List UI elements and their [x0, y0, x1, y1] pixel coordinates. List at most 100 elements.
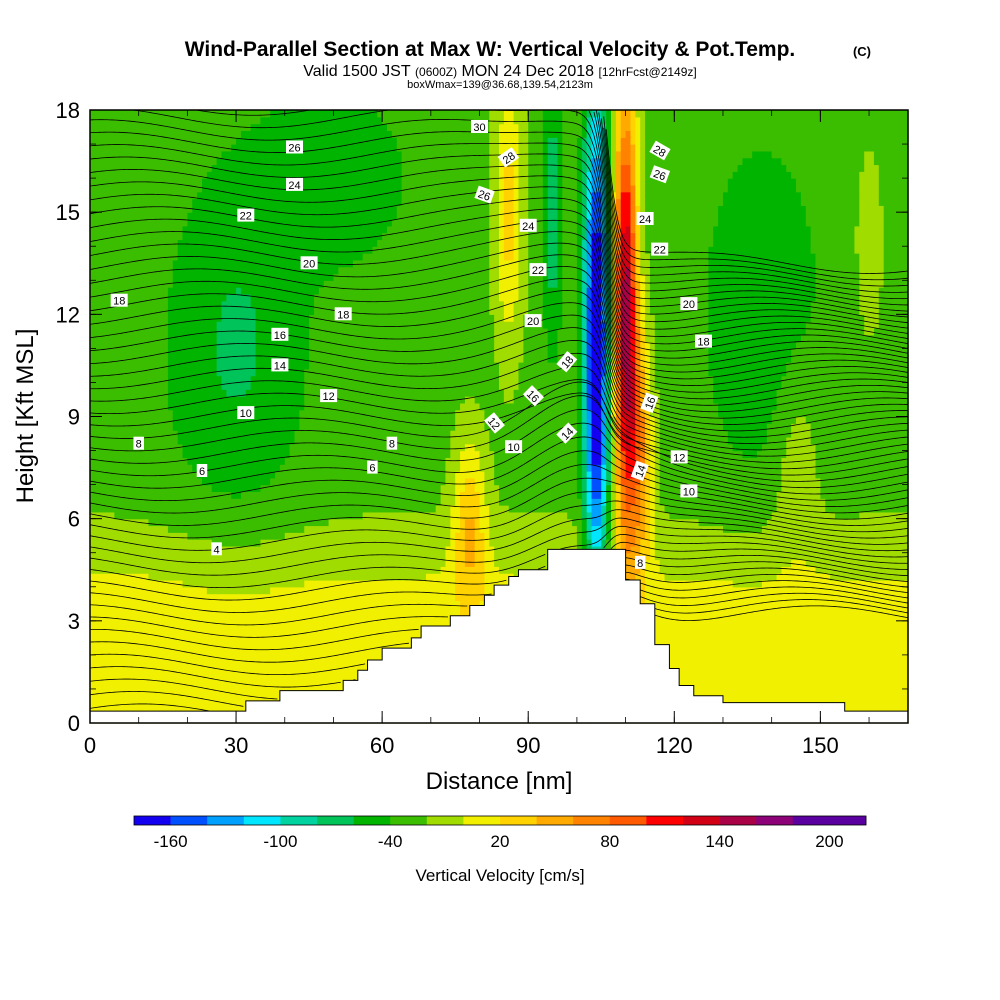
velocity-cell: [265, 648, 271, 656]
velocity-cell: [469, 566, 476, 574]
velocity-cell: [815, 600, 821, 608]
velocity-cell: [859, 532, 865, 540]
velocity-cell: [888, 688, 894, 697]
velocity-cell: [318, 539, 325, 547]
velocity-cell: [279, 600, 286, 608]
velocity-cell: [796, 552, 802, 561]
velocity-cell: [674, 566, 680, 574]
velocity-cell: [119, 607, 125, 615]
velocity-cell: [192, 614, 198, 622]
velocity-cell: [323, 518, 330, 527]
velocity-cell: [757, 695, 763, 704]
velocity-cell: [713, 641, 719, 649]
velocity-cell: [752, 586, 758, 595]
velocity-cell: [221, 566, 227, 574]
velocity-cell: [167, 532, 174, 540]
velocity-cell: [352, 579, 359, 588]
velocity-cell: [474, 566, 481, 574]
velocity-cell: [99, 668, 106, 676]
velocity-cell: [284, 593, 291, 601]
velocity-cell: [236, 688, 242, 697]
velocity-cell: [148, 654, 154, 663]
velocity-cell: [635, 532, 641, 540]
velocity-cell: [791, 620, 797, 629]
velocity-cell: [167, 545, 174, 554]
velocity-cell: [830, 614, 836, 622]
velocity-cell: [163, 545, 169, 554]
velocity-cell: [128, 552, 135, 561]
velocity-cell: [357, 566, 364, 574]
velocity-cell: [289, 620, 296, 629]
velocity-cell: [275, 552, 281, 561]
velocity-cell: [430, 600, 437, 608]
velocity-cell: [766, 641, 773, 649]
velocity-cell: [309, 552, 315, 561]
velocity-cell: [732, 525, 739, 533]
velocity-cell: [469, 600, 476, 608]
velocity-cell: [182, 552, 188, 561]
velocity-cell: [776, 648, 783, 656]
velocity-cell: [869, 668, 875, 676]
velocity-cell: [718, 634, 724, 642]
velocity-cell: [333, 532, 339, 540]
velocity-cell: [503, 566, 510, 574]
velocity-cell: [752, 634, 758, 642]
velocity-cell: [830, 627, 836, 636]
velocity-cell: [187, 702, 193, 710]
velocity-cell: [231, 614, 237, 622]
velocity-cell: [90, 675, 96, 683]
velocity-cell: [226, 641, 232, 649]
velocity-cell: [167, 614, 174, 622]
velocity-cell: [114, 620, 120, 629]
velocity-cell: [172, 600, 179, 608]
velocity-cell: [236, 695, 242, 704]
velocity-cell: [250, 586, 257, 595]
velocity-cell: [109, 695, 115, 704]
velocity-cell: [898, 579, 904, 588]
velocity-cell: [620, 525, 627, 533]
velocity-cell: [669, 525, 675, 533]
velocity-cell: [839, 552, 846, 561]
velocity-cell: [250, 688, 257, 697]
velocity-cell: [893, 654, 899, 663]
velocity-cell: [883, 539, 890, 547]
velocity-cell: [878, 634, 885, 642]
velocity-cell: [523, 525, 529, 533]
velocity-cell: [153, 627, 159, 636]
velocity-cell: [172, 695, 179, 704]
velocity-cell: [669, 600, 675, 608]
velocity-cell: [158, 627, 164, 636]
velocity-cell: [713, 586, 719, 595]
velocity-cell: [158, 600, 164, 608]
velocity-cell: [625, 559, 632, 567]
velocity-cell: [766, 586, 773, 595]
velocity-cell: [275, 675, 281, 683]
velocity-cell: [284, 614, 291, 622]
velocity-cell: [567, 532, 573, 540]
velocity-cell: [284, 607, 291, 615]
velocity-cell: [240, 614, 247, 622]
velocity-cell: [201, 545, 208, 554]
velocity-cell: [722, 682, 729, 690]
velocity-cell: [742, 552, 748, 561]
velocity-cell: [163, 648, 169, 656]
velocity-cell: [786, 620, 792, 629]
velocity-cell: [279, 586, 286, 595]
velocity-cell: [211, 607, 218, 615]
velocity-cell: [348, 573, 354, 581]
velocity-cell: [255, 627, 262, 636]
velocity-cell: [323, 682, 330, 690]
velocity-cell: [815, 688, 821, 697]
velocity-cell: [859, 695, 865, 704]
velocity-cell: [406, 614, 412, 622]
velocity-cell: [830, 641, 836, 649]
velocity-cell: [90, 634, 96, 642]
velocity-cell: [401, 641, 408, 649]
velocity-cell: [294, 654, 300, 663]
velocity-cell: [528, 559, 534, 567]
velocity-cell: [834, 648, 841, 656]
velocity-cell: [133, 614, 140, 622]
velocity-cell: [484, 559, 490, 567]
velocity-cell: [352, 566, 359, 574]
velocity-cell: [128, 518, 135, 527]
